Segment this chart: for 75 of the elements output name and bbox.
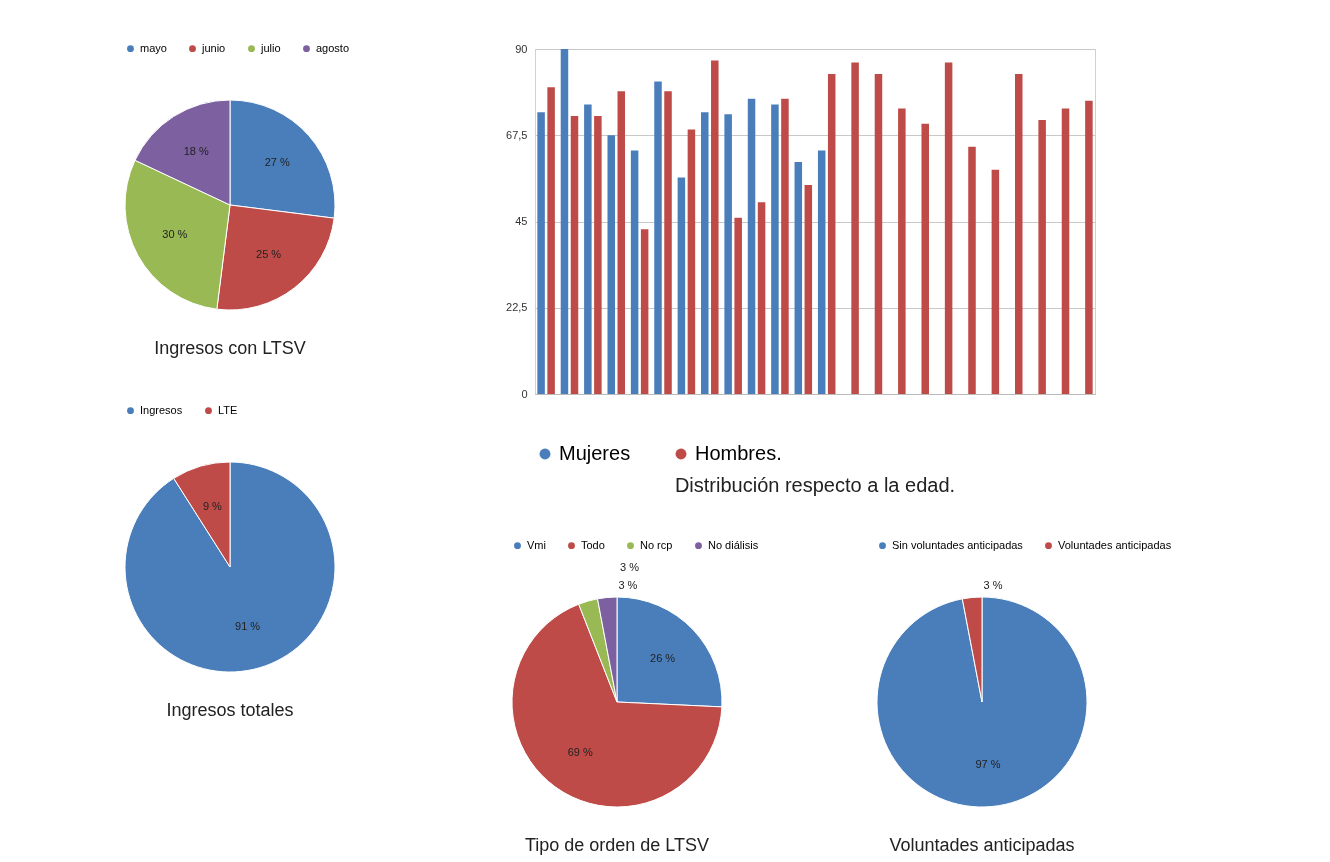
bar xyxy=(594,116,602,394)
bar xyxy=(1085,100,1093,394)
pie-slice xyxy=(876,596,1088,808)
bar xyxy=(944,62,953,394)
legend-label: Todo xyxy=(581,538,605,551)
bar xyxy=(711,60,719,394)
legend-label: junio xyxy=(201,41,226,54)
bar xyxy=(724,114,732,394)
legend-label: julio xyxy=(260,41,281,54)
bar xyxy=(677,177,686,394)
bar xyxy=(687,129,696,394)
y-tick-label: 22,5 xyxy=(506,301,528,314)
bar xyxy=(747,98,756,394)
bar xyxy=(547,87,555,394)
bar xyxy=(734,217,742,394)
data-label: 25 % xyxy=(256,247,282,260)
data-label: 26 % xyxy=(650,651,676,664)
data-label: 3 % xyxy=(618,578,638,591)
bar xyxy=(781,98,789,394)
pie-slice xyxy=(124,461,336,673)
data-label: 30 % xyxy=(162,228,188,241)
data-label: 3 % xyxy=(620,560,640,573)
legend-label: No rcp xyxy=(640,538,673,551)
data-label: 97 % xyxy=(975,757,1001,770)
legend-label: mayo xyxy=(140,41,167,54)
bar xyxy=(560,49,569,394)
bar xyxy=(584,104,592,394)
bar xyxy=(898,108,906,394)
legend-label: No diálisis xyxy=(708,538,759,551)
data-label: 9 % xyxy=(202,499,223,512)
data-label: 91 % xyxy=(235,620,261,633)
y-tick-label: 45 xyxy=(515,215,528,227)
bar xyxy=(921,123,929,394)
bar xyxy=(968,146,976,394)
legend-label: Hombres. xyxy=(695,442,782,464)
legend-label: Vmi xyxy=(527,538,546,551)
legend-label: agosto xyxy=(316,41,350,54)
bar xyxy=(701,112,709,394)
bar xyxy=(804,185,813,394)
bar xyxy=(1015,73,1023,394)
bar xyxy=(654,81,662,394)
bar xyxy=(617,91,626,394)
data-label: 18 % xyxy=(183,144,209,157)
bar xyxy=(827,73,836,394)
y-tick-label: 0 xyxy=(521,387,528,400)
bar xyxy=(607,135,615,394)
bar xyxy=(851,62,859,394)
bar xyxy=(630,150,639,394)
text: Voluntades anticipadas xyxy=(889,835,1075,855)
data-label: 69 % xyxy=(567,746,594,759)
bar xyxy=(794,162,803,394)
bar xyxy=(640,229,649,394)
text: Tipo de orden de LTSV xyxy=(524,835,710,855)
legend-label: LTE xyxy=(218,403,238,416)
bar xyxy=(570,116,579,394)
bar xyxy=(664,91,672,394)
bar xyxy=(1061,108,1070,394)
y-tick-label: 90 xyxy=(515,42,528,55)
legend-label: Voluntades anticipadas xyxy=(1058,538,1172,551)
text: Distribución respecto a la edad. xyxy=(674,474,956,496)
bar xyxy=(1038,119,1046,394)
y-tick-label: 67,5 xyxy=(506,128,528,141)
bar xyxy=(771,104,779,394)
text: Ingresos totales xyxy=(166,700,294,720)
data-label: 3 % xyxy=(983,578,1003,591)
bar xyxy=(817,150,826,394)
legend-label: Mujeres xyxy=(559,442,631,464)
text: Ingresos con LTSV xyxy=(154,338,306,358)
bar xyxy=(757,202,766,394)
data-label: 27 % xyxy=(264,156,291,169)
legend-label: Sin voluntades anticipadas xyxy=(892,538,1024,551)
bar xyxy=(991,169,1000,394)
legend-label: Ingresos xyxy=(140,403,183,416)
bar xyxy=(874,73,883,394)
bar xyxy=(537,112,545,394)
